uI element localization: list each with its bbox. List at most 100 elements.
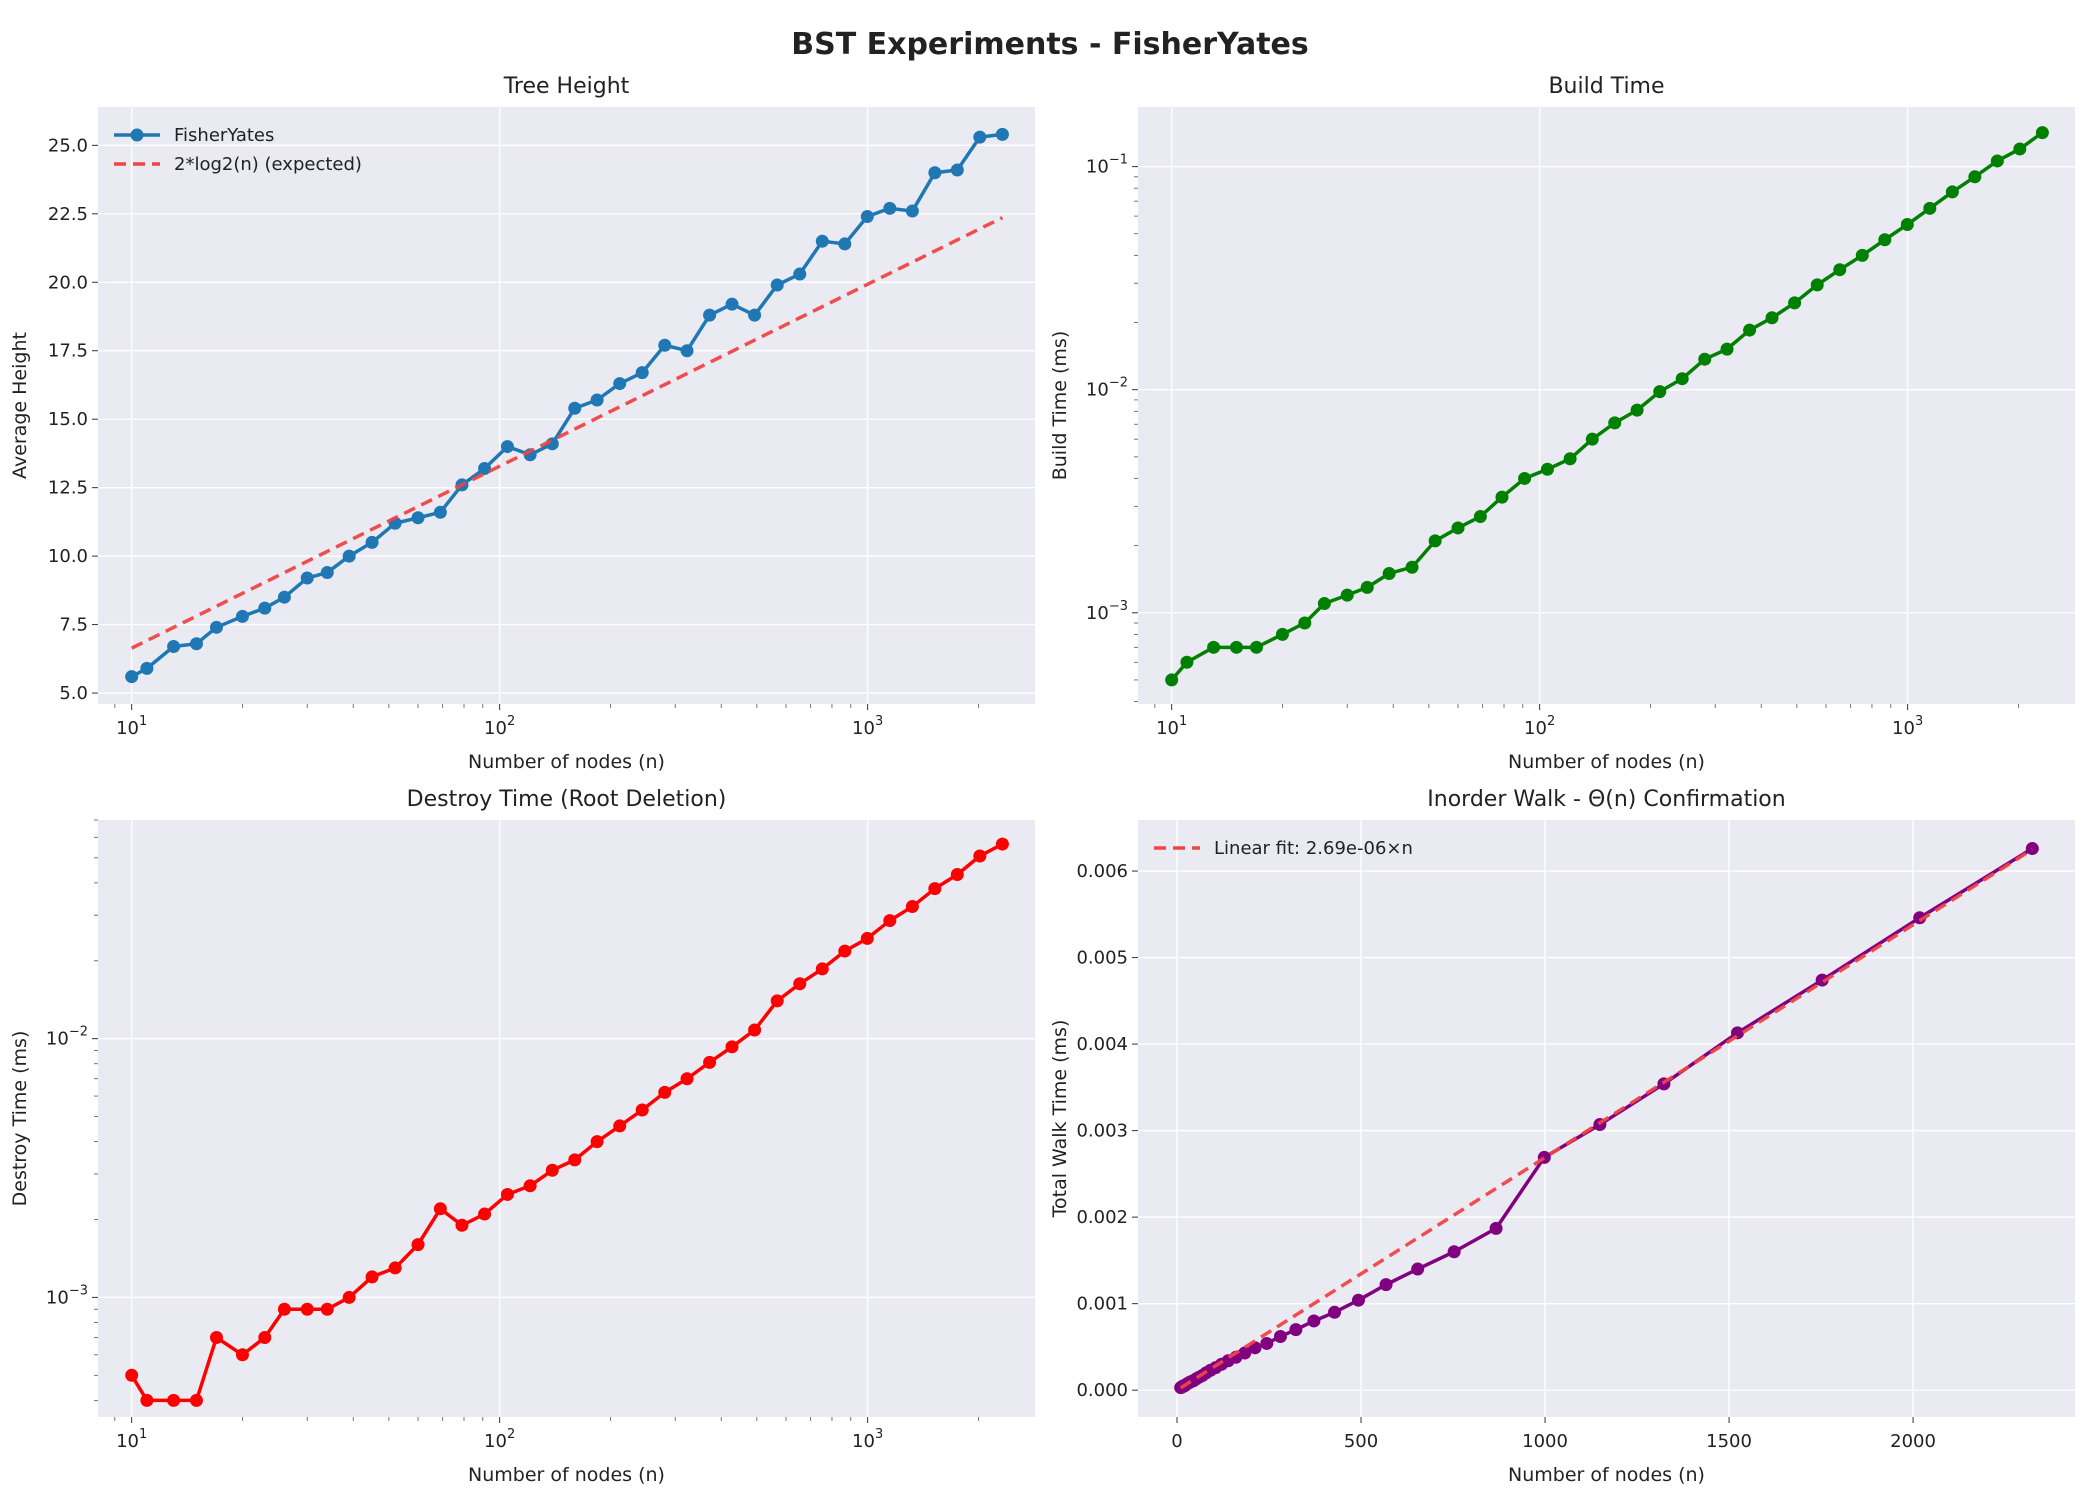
y-axis-label: Destroy Time (ms): [9, 1031, 31, 1207]
data-point: [1451, 521, 1465, 535]
series-group: [125, 127, 1009, 684]
y-tick-label-base: 7.5: [59, 615, 88, 636]
y-axis-label: Total Walk Time (ms): [1049, 1020, 1071, 1219]
data-point: [950, 868, 964, 881]
data-point: [635, 366, 649, 380]
y-tick-label-base: 5.0: [59, 683, 88, 704]
x-tick-label-base: 10: [1892, 718, 1915, 739]
x-tick-label-exponent: 2: [1547, 714, 1555, 729]
data-point: [1878, 233, 1892, 247]
panel-title: Build Time: [1548, 74, 1664, 99]
data-point: [388, 1261, 402, 1275]
data-point: [883, 201, 897, 215]
data-point: [703, 308, 717, 322]
data-point: [1788, 296, 1802, 310]
panel-inorder-walk: 0 500 1000 1500 2000 0.000 0.001 0.002 0.003 0.00…: [1049, 787, 2075, 1486]
x-tick-label-exponent: 1: [1179, 714, 1187, 729]
data-point: [1307, 1314, 1321, 1328]
legend: FisherYates 2*log2(n) (expected): [114, 125, 362, 175]
data-point: [433, 1202, 447, 1216]
data-point: [1765, 311, 1779, 325]
y-tick-label-base: 10.0: [48, 546, 88, 567]
data-point: [815, 234, 829, 248]
data-point: [703, 1055, 717, 1069]
x-tick-label: 102: [484, 1427, 515, 1452]
data-point: [1923, 201, 1937, 215]
data-point: [1518, 471, 1532, 485]
data-point: [793, 267, 807, 281]
y-tick-label-exponent: −2: [69, 1025, 88, 1040]
data-point: [860, 210, 874, 224]
y-tick-label-base: 10: [46, 1029, 69, 1050]
data-point: [320, 1302, 334, 1316]
y-axis-label: Build Time (ms): [1049, 331, 1071, 481]
data-point: [1473, 510, 1487, 524]
plot-area: [98, 820, 1035, 1417]
data-point: [1720, 342, 1734, 356]
data-point: [189, 1393, 203, 1407]
data-point: [860, 931, 874, 945]
data-point: [1653, 385, 1667, 399]
data-point: [1351, 1293, 1365, 1307]
data-point: [838, 944, 852, 958]
data-point: [258, 1330, 272, 1344]
y-tick-label-exponent: −3: [69, 1283, 88, 1298]
data-point: [478, 1207, 492, 1221]
data-point: [1833, 263, 1847, 277]
y-tick-label: 0.005: [1076, 948, 1128, 969]
x-axis-label: Number of nodes (n): [1508, 751, 1705, 773]
x-tick-label: 1000: [1522, 1431, 1568, 1452]
data-point: [277, 590, 291, 604]
data-point: [568, 1153, 582, 1167]
data-point: [1229, 640, 1243, 654]
data-point: [125, 1368, 139, 1382]
x-tick-label-base: 500: [1344, 1431, 1378, 1452]
y-tick-label: 10−2: [1086, 376, 1128, 401]
x-tick-label: 101: [116, 714, 147, 739]
data-point: [189, 637, 203, 651]
data-point: [590, 393, 604, 407]
data-point: [1675, 372, 1689, 386]
y-tick-label: 10−2: [46, 1025, 88, 1050]
data-point: [523, 1179, 537, 1193]
data-point: [342, 549, 356, 563]
data-point: [1585, 432, 1599, 446]
data-point: [258, 601, 272, 615]
data-point: [1810, 278, 1824, 292]
data-point: [1275, 627, 1289, 641]
legend-entry: FisherYates: [174, 125, 274, 146]
data-point: [209, 620, 223, 634]
y-tick-label-base: 12.5: [48, 478, 88, 499]
data-point: [613, 1119, 627, 1133]
data-point: [1180, 655, 1194, 669]
x-tick-label-exponent: 3: [875, 1427, 883, 1442]
plot-area: [98, 107, 1035, 704]
series-group: [1174, 842, 2039, 1395]
x-tick-label: 500: [1344, 1431, 1378, 1452]
x-tick-label: 1500: [1706, 1431, 1752, 1452]
data-point: [1447, 1245, 1461, 1259]
data-point: [793, 977, 807, 991]
y-tick-label: 10−3: [1086, 599, 1128, 624]
y-tick-label: 5.0: [59, 683, 88, 704]
data-point: [140, 661, 154, 675]
x-tick-label-exponent: 1: [139, 1427, 147, 1442]
x-tick-label-base: 10: [1156, 718, 1179, 739]
data-point: [995, 127, 1009, 141]
y-tick-label: 0.004: [1076, 1034, 1128, 1055]
data-point: [905, 900, 919, 914]
data-point: [300, 1302, 314, 1316]
data-point: [658, 1085, 672, 1099]
y-tick-label: 0.006: [1076, 861, 1128, 882]
y-tick-label-exponent: −3: [1109, 599, 1128, 614]
data-point: [167, 1393, 181, 1407]
data-point: [500, 440, 514, 454]
y-tick-label: 25.0: [48, 135, 88, 156]
x-tick-label-base: 10: [852, 1431, 875, 1452]
y-tick-label: 0.001: [1076, 1294, 1128, 1315]
y-tick-label: 0.002: [1076, 1207, 1128, 1228]
data-point: [545, 1163, 559, 1177]
data-point: [300, 571, 314, 585]
data-point: [725, 1040, 739, 1054]
